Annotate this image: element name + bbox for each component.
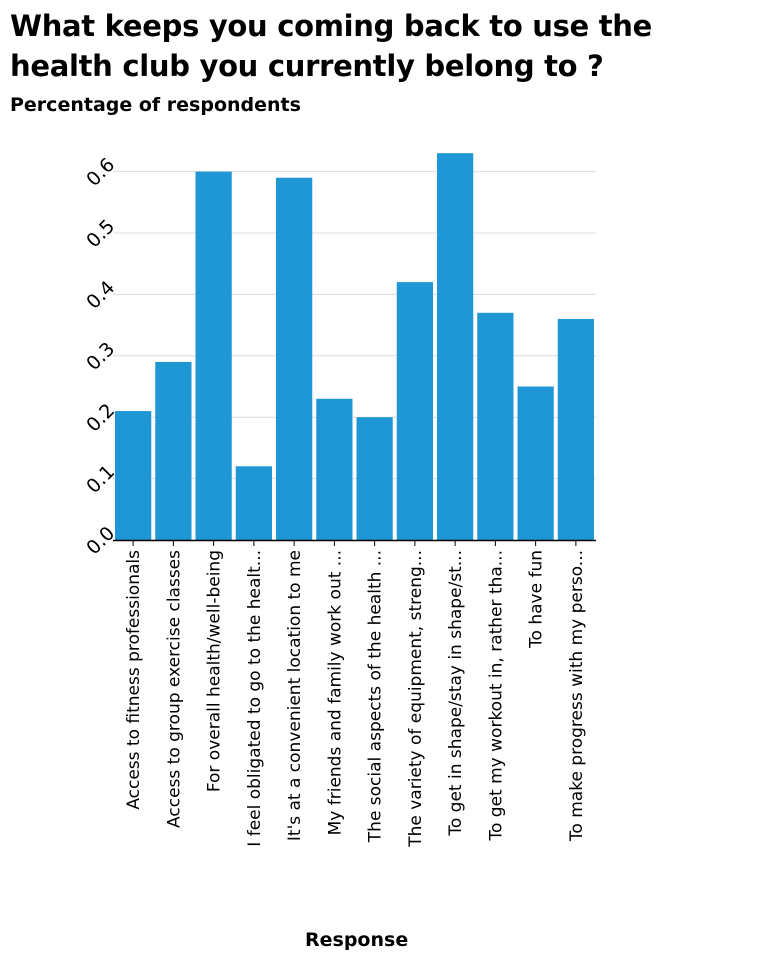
bar [396, 282, 433, 540]
y-tick-label: 0.4 [82, 277, 119, 314]
x-tick-label: For overall health/well-being [205, 550, 225, 792]
bar [115, 411, 152, 540]
x-tick-label: Access to group exercise classes [164, 550, 184, 828]
bars [115, 153, 594, 541]
x-tick-label: To get in shape/stay in shape/st... [446, 550, 466, 837]
bar [155, 361, 192, 540]
bar [195, 171, 232, 540]
bar [356, 417, 393, 540]
bar [477, 312, 514, 540]
y-tick-label: 0.2 [82, 399, 119, 436]
x-tick-label: I feel obligated to go to the healt... [245, 550, 265, 847]
bar [557, 318, 594, 540]
x-tick-label: To make progress with my perso... [567, 550, 587, 842]
bar [517, 386, 554, 540]
chart-title: What keeps you coming back to use the he… [10, 9, 652, 83]
x-axis-title: Response [305, 929, 409, 951]
gridlines [113, 171, 596, 480]
y-tick-label: 0.3 [82, 338, 119, 375]
x-tick-label: Access to fitness professionals [124, 550, 144, 810]
y-tick-label: 0.5 [82, 215, 119, 252]
x-tick-label: The social aspects of the health ... [366, 550, 386, 843]
x-tick-label: To get my workout in, rather tha... [486, 550, 506, 842]
bar [316, 398, 353, 540]
y-tick-label: 0.1 [82, 461, 119, 498]
x-tick-label: The variety of equipment, streng... [406, 550, 426, 848]
x-tick-label: My friends and family work out ... [325, 550, 345, 835]
y-tick-label: 0.6 [82, 154, 119, 191]
bar [437, 153, 474, 540]
bar [276, 177, 313, 541]
bar [235, 466, 272, 540]
x-tick-label: It's at a convenient location to me [285, 550, 305, 841]
x-tick-label: To have fun [527, 550, 547, 649]
y-axis-title: Percentage of respondents [10, 94, 301, 116]
